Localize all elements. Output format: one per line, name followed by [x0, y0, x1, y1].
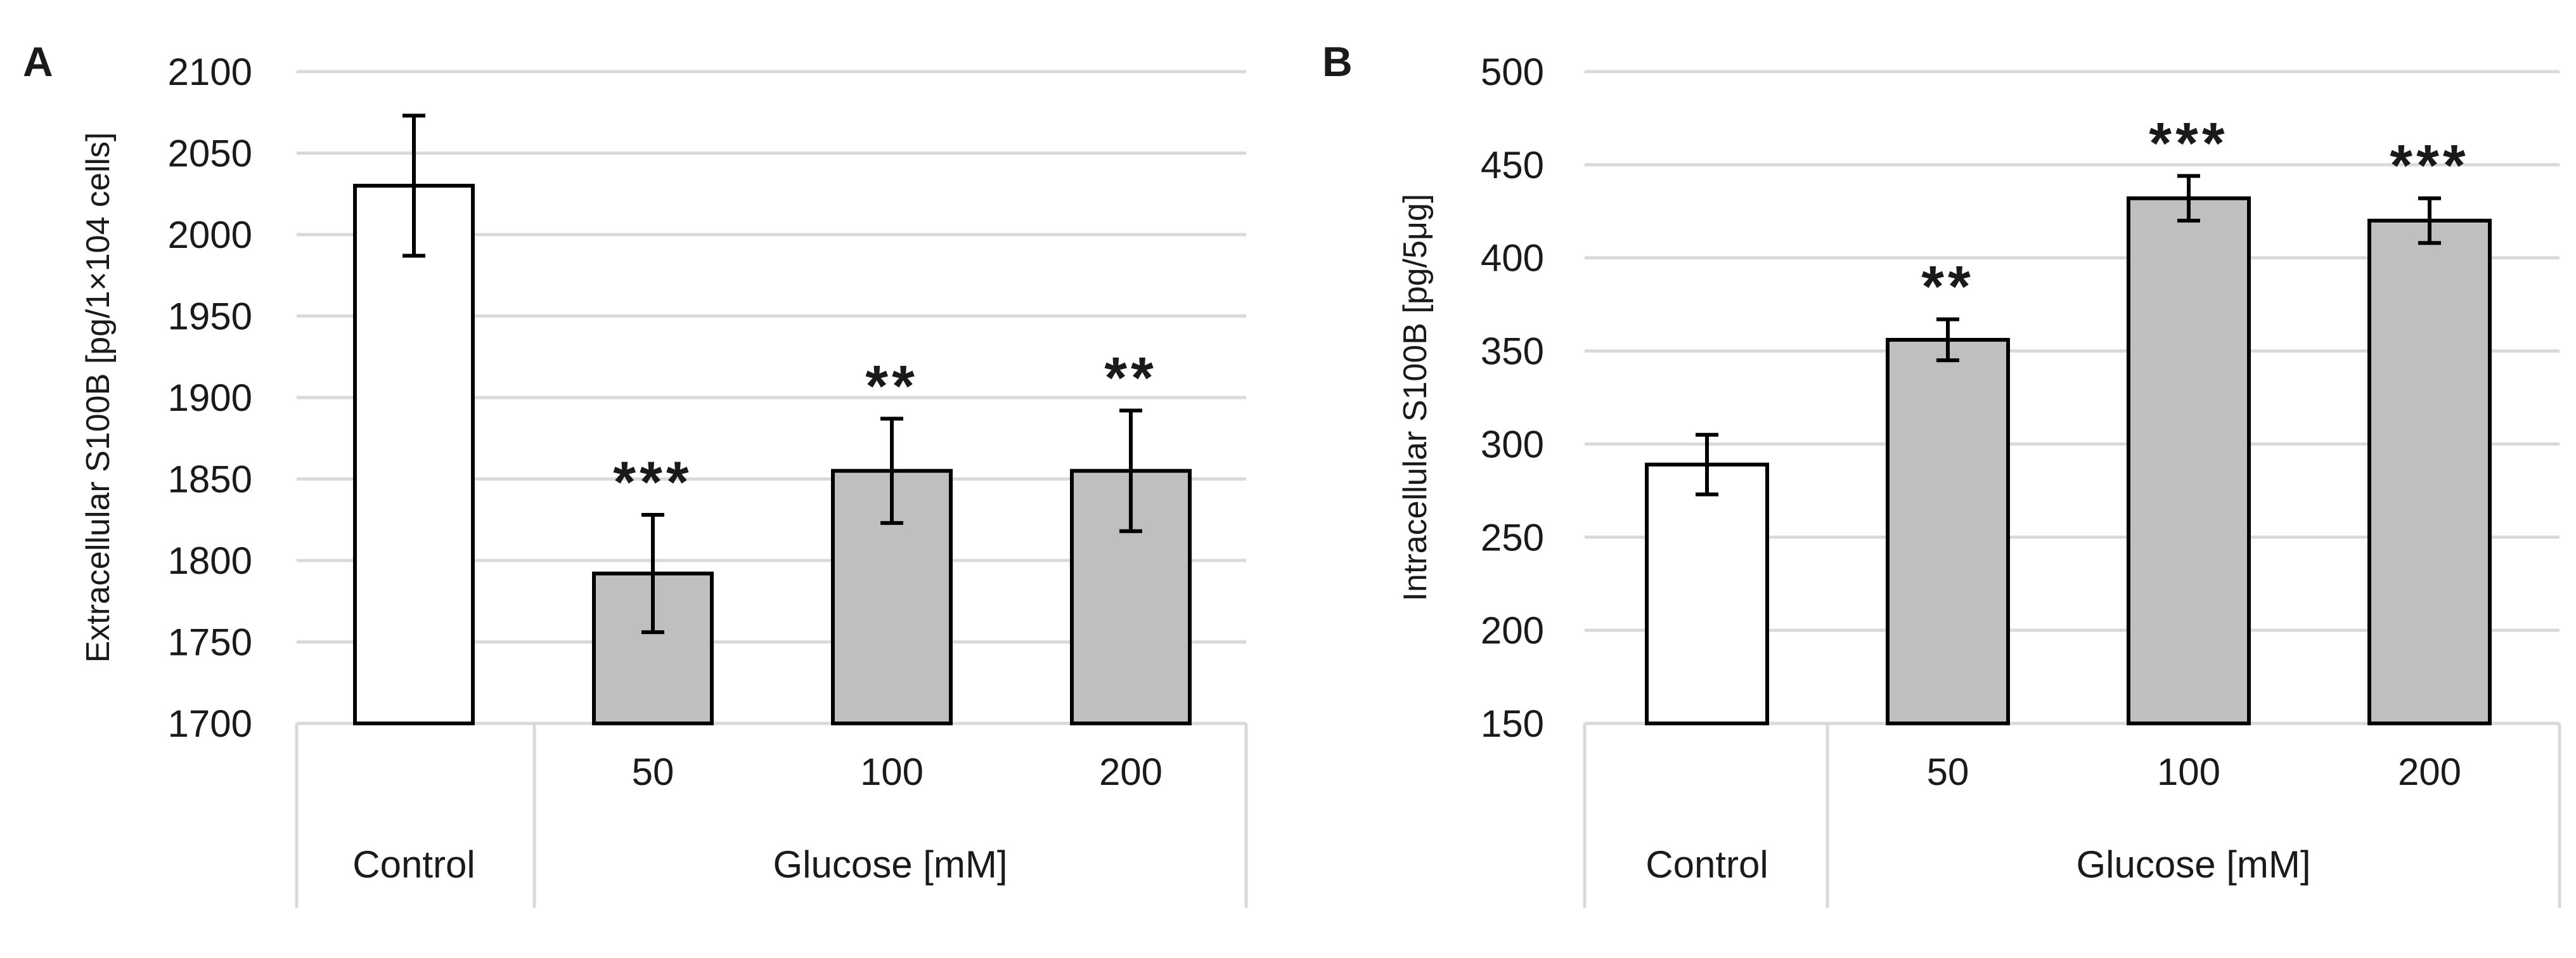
y-tick-label: 1850	[168, 458, 252, 501]
y-tick-label: 250	[1481, 516, 1544, 559]
significance-marker: **	[1921, 255, 1974, 320]
y-tick-label: 2000	[168, 214, 252, 256]
x-category-label: Control	[1645, 843, 1768, 886]
y-tick-label: 2100	[168, 51, 252, 93]
y-tick-label: 1700	[168, 702, 252, 745]
panel-a: A 1700 1750 1800 1850 1900 1950 2000 2050 2100 Ext…	[23, 38, 1248, 908]
bar	[2367, 218, 2492, 725]
y-tick-label: 450	[1481, 144, 1544, 186]
y-tick-label: 200	[1481, 609, 1544, 652]
significance-marker: ***	[2149, 111, 2228, 176]
x-category-label: 50	[632, 751, 674, 793]
panel-label: A	[23, 38, 53, 85]
y-tick-label: 1900	[168, 377, 252, 419]
bar	[1886, 337, 2010, 725]
y-tick-label: 500	[1481, 51, 1544, 93]
x-category-label: Control	[352, 843, 475, 886]
x-category-label: 100	[2157, 751, 2220, 793]
significance-marker: **	[865, 354, 918, 418]
y-tick-label: 350	[1481, 330, 1544, 373]
significance-marker: **	[1104, 346, 1157, 411]
x-category-label: 200	[2398, 751, 2461, 793]
panel-b: B 150 200 250 300 350 400 450 500 Intracellular S…	[1322, 38, 2561, 908]
x-group-label: Glucose [mM]	[2076, 843, 2310, 886]
y-tick-label: 2050	[168, 133, 252, 175]
x-category-label: 200	[1099, 751, 1162, 793]
bar	[2127, 196, 2251, 725]
x-group-label: Glucose [mM]	[773, 843, 1007, 886]
y-tick-label: 1750	[168, 621, 252, 664]
significance-marker: ***	[613, 450, 692, 515]
bar	[353, 183, 475, 725]
y-axis-label: Intracellular S100B [pg/5μg]	[1397, 194, 1434, 602]
panel-label: B	[1322, 38, 1353, 85]
y-tick-label: 150	[1481, 702, 1544, 745]
bar	[1645, 462, 1769, 725]
significance-marker: ***	[2390, 134, 2469, 198]
y-tick-label: 1800	[168, 540, 252, 582]
y-tick-label: 1950	[168, 295, 252, 338]
x-category-label: 50	[1927, 751, 1969, 793]
y-axis-label: Extracellular S100B [pg/1×104 cells]	[80, 133, 117, 663]
x-category-label: 100	[860, 751, 924, 793]
y-tick-label: 400	[1481, 237, 1544, 280]
y-tick-label: 300	[1481, 423, 1544, 465]
